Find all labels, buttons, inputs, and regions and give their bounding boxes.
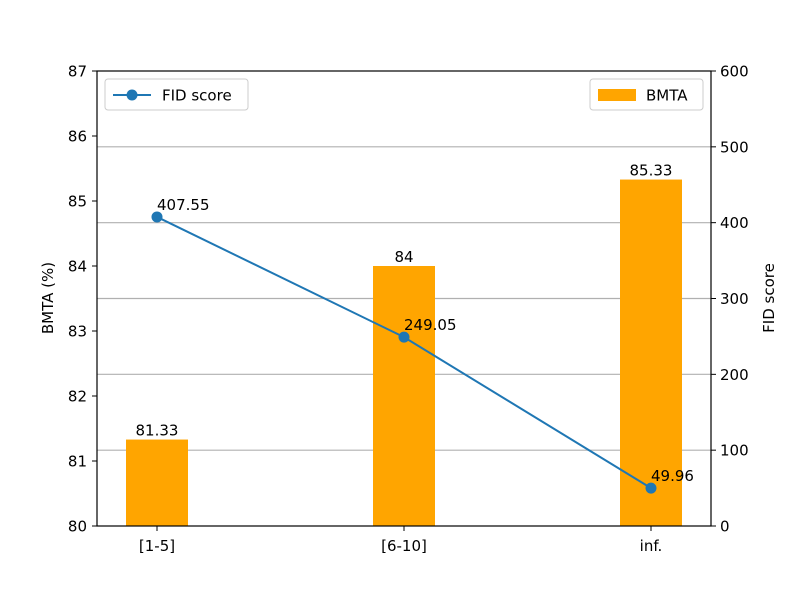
- fid-point-label: 407.55: [157, 196, 210, 214]
- legend-line-label: FID score: [162, 87, 232, 105]
- right-axis-label: FID score: [760, 263, 778, 333]
- x-tick-label: [1-5]: [139, 537, 175, 555]
- right-tick-label: 500: [720, 138, 749, 156]
- fid-point-label: 249.05: [404, 316, 457, 334]
- left-tick-label: 85: [68, 193, 87, 211]
- fid-point: [151, 211, 163, 223]
- bar-label: 81.33: [136, 422, 179, 440]
- right-tick-label: 300: [720, 290, 749, 308]
- bar: [620, 179, 682, 527]
- left-tick-label: 81: [68, 453, 87, 471]
- fid-point-label: 49.96: [651, 467, 694, 485]
- right-tick-label: 0: [720, 518, 730, 536]
- bars-layer: [126, 179, 682, 527]
- right-tick-label: 200: [720, 366, 749, 384]
- right-axis: 0 100 200 300 400 500 600: [711, 63, 749, 536]
- left-tick-label: 83: [68, 323, 87, 341]
- fid-point: [645, 482, 657, 494]
- left-axis-label: BMTA (%): [39, 262, 57, 334]
- bar-label: 84: [394, 248, 413, 266]
- left-tick-label: 82: [68, 388, 87, 406]
- left-axis: 80 81 82 83 84 85 86 87: [68, 63, 97, 536]
- bar: [373, 266, 435, 526]
- left-tick-label: 80: [68, 518, 87, 536]
- bar: [126, 439, 188, 526]
- legend-bar: BMTA: [589, 78, 704, 111]
- legend-bar-swatch: [598, 89, 636, 101]
- fid-point: [398, 331, 410, 343]
- legend-line-box: [104, 78, 249, 111]
- line-layer: [151, 211, 657, 494]
- labels-layer: 81.33 84 85.33 407.55 249.05 49.96: [136, 162, 694, 486]
- legend-line-marker: [126, 89, 138, 101]
- bar-label: 85.33: [630, 162, 673, 180]
- x-tick-label: inf.: [640, 537, 663, 555]
- right-tick-label: 600: [720, 63, 749, 81]
- x-axis: [1-5] [6-10] inf.: [139, 526, 662, 555]
- right-tick-label: 400: [720, 214, 749, 232]
- legend-bar-label: BMTA: [646, 87, 688, 105]
- right-tick-label: 100: [720, 442, 749, 460]
- legend-line: FID score: [104, 78, 249, 111]
- left-tick-label: 86: [68, 128, 87, 146]
- legend-bar-box: [589, 78, 704, 111]
- left-tick-label: 84: [68, 258, 87, 276]
- left-tick-label: 87: [68, 63, 87, 81]
- x-tick-label: [6-10]: [381, 537, 427, 555]
